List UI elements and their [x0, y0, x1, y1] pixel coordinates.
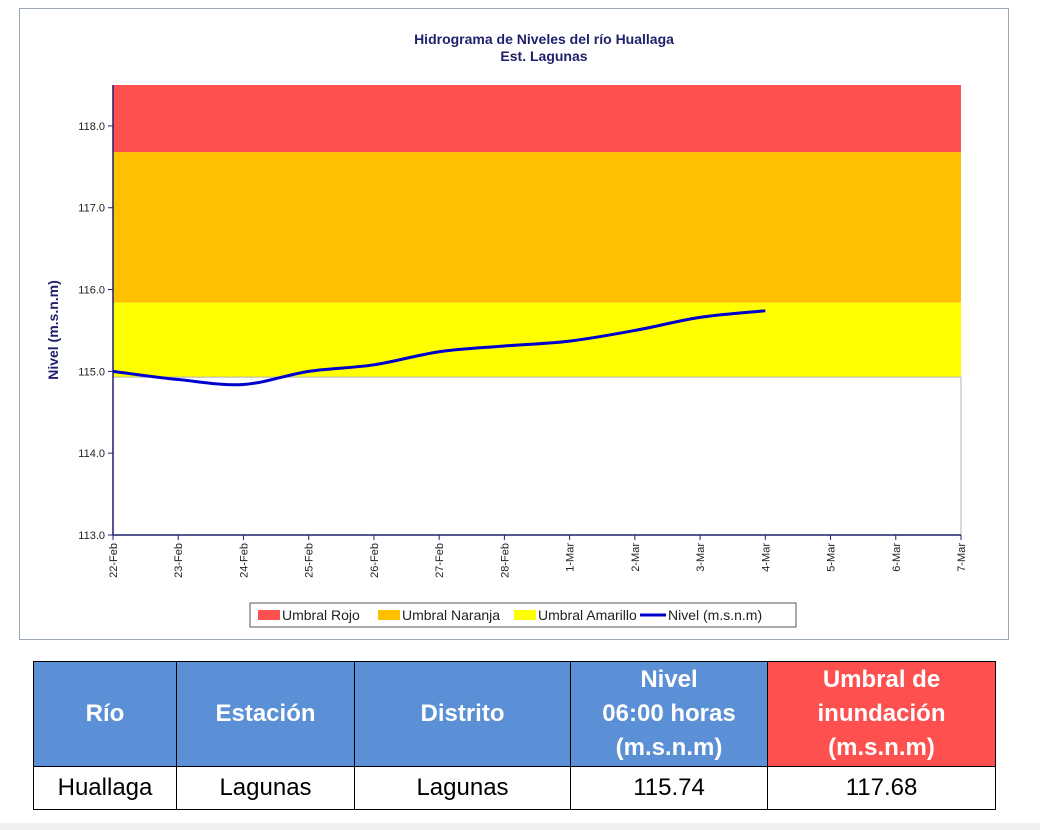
- x-tick-label: 4-Mar: [760, 543, 772, 572]
- x-tick-label: 27-Feb: [434, 543, 446, 578]
- table-row: Huallaga Lagunas Lagunas 115.74 117.68: [33, 766, 996, 810]
- band-umbral-rojo: [113, 85, 961, 153]
- x-tick-label: 7-Mar: [956, 543, 968, 572]
- y-tick-label: 115.0: [78, 366, 105, 378]
- x-tick-label: 5-Mar: [826, 543, 838, 572]
- hydrograph-chart: Hidrograma de Niveles del río HuallagaEs…: [45, 31, 968, 628]
- chart-title: Hidrograma de Niveles del río Huallaga: [414, 31, 674, 47]
- station-info-table: Río Estación Distrito Nivel 06:00 horas …: [33, 661, 996, 810]
- legend-umbral-amarillo-swatch: [514, 610, 536, 620]
- x-tick-label: 1-Mar: [565, 543, 577, 572]
- x-tick-label: 26-Feb: [369, 543, 381, 578]
- cell-estacion: Lagunas: [176, 766, 355, 810]
- header-umbral-inundacion: Umbral de inundación (m.s.n.m): [767, 661, 996, 767]
- chart-subtitle: Est. Lagunas: [500, 48, 587, 64]
- y-tick-label: 114.0: [78, 448, 105, 460]
- header-estacion: Estación: [176, 661, 355, 767]
- legend-umbral-naranja-swatch: [378, 610, 400, 620]
- y-tick-label: 113.0: [78, 530, 105, 542]
- cell-umbral: 117.68: [767, 766, 996, 810]
- legend-nivel-label: Nivel (m.s.n.m): [668, 607, 762, 623]
- header-nivel: Nivel 06:00 horas (m.s.n.m): [570, 661, 768, 767]
- cell-nivel: 115.74: [570, 766, 768, 810]
- band-umbral-amarillo: [113, 302, 961, 378]
- bottom-strip: [0, 823, 1040, 830]
- x-tick-label: 6-Mar: [891, 543, 903, 572]
- cell-distrito: Lagunas: [354, 766, 571, 810]
- y-tick-label: 118.0: [78, 121, 105, 133]
- x-tick-label: 3-Mar: [695, 543, 707, 572]
- header-distrito: Distrito: [354, 661, 571, 767]
- y-tick-label: 117.0: [78, 203, 105, 215]
- x-tick-label: 23-Feb: [173, 543, 185, 578]
- legend-umbral-amarillo-label: Umbral Amarillo: [538, 607, 637, 623]
- x-tick-label: 2-Mar: [630, 543, 642, 572]
- legend-umbral-naranja-label: Umbral Naranja: [402, 607, 500, 623]
- chart-frame: Hidrograma de Niveles del río Huallaga Es…: [19, 8, 1009, 640]
- x-tick-label: 24-Feb: [238, 543, 250, 578]
- cell-rio: Huallaga: [33, 766, 177, 810]
- x-tick-label: 25-Feb: [304, 543, 316, 578]
- x-tick-label: 22-Feb: [108, 543, 120, 578]
- y-axis-title: Nivel (m.s.n.m): [45, 280, 61, 380]
- header-rio: Río: [33, 661, 177, 767]
- table-header-row: Río Estación Distrito Nivel 06:00 horas …: [33, 661, 996, 767]
- y-tick-label: 116.0: [78, 285, 105, 297]
- band-umbral-naranja: [113, 152, 961, 303]
- x-tick-label: 28-Feb: [499, 543, 511, 578]
- legend-umbral-rojo-swatch: [258, 610, 280, 620]
- legend-umbral-rojo-label: Umbral Rojo: [282, 607, 360, 623]
